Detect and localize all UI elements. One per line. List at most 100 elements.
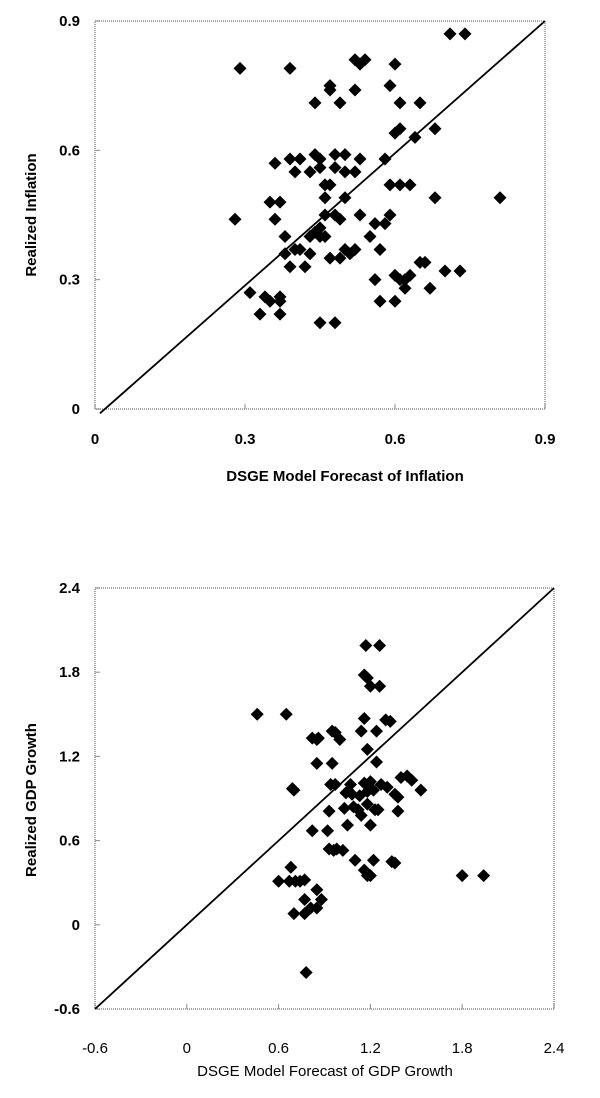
data-point-diamond [373, 242, 387, 256]
data-point-diamond [368, 273, 382, 287]
data-point-diamond [293, 242, 307, 256]
data-point-diamond [423, 281, 437, 295]
data-point-diamond [323, 79, 337, 93]
data-point-diamond [353, 152, 367, 166]
data-point-diamond [354, 808, 368, 822]
data-point-diamond [428, 191, 442, 205]
data-point-diamond [458, 27, 472, 41]
data-point-diamond [287, 907, 301, 921]
data-point-diamond [313, 221, 327, 235]
data-point-diamond [318, 208, 332, 222]
data-point-diamond [303, 165, 317, 179]
data-points [228, 27, 507, 330]
data-point-diamond [443, 27, 457, 41]
data-point-diamond [328, 161, 342, 175]
data-point-diamond [287, 783, 301, 797]
data-point-diamond [388, 126, 402, 140]
data-point-diamond [413, 96, 427, 110]
data-point-diamond [288, 165, 302, 179]
data-point-diamond [272, 874, 286, 888]
data-point-diamond [311, 731, 325, 745]
data-point-diamond [243, 286, 257, 300]
data-point-diamond [370, 755, 384, 769]
data-point-diamond [318, 230, 332, 244]
y-tick-label: 0.6 [59, 142, 80, 159]
data-point-diamond [358, 53, 372, 67]
data-point-diamond [293, 152, 307, 166]
data-point-diamond [363, 679, 377, 693]
data-point-diamond [393, 178, 407, 192]
data-point-diamond [363, 818, 377, 832]
data-point-diamond [303, 247, 317, 261]
x-tick-label: -0.6 [82, 1040, 108, 1057]
data-point-diamond [366, 783, 380, 797]
data-point-diamond [325, 756, 339, 770]
data-point-diamond [337, 801, 351, 815]
data-point-diamond [493, 191, 507, 205]
data-point-diamond [368, 217, 382, 231]
x-tick-label: 0 [91, 431, 99, 448]
x-tick-label: 0.3 [235, 431, 256, 448]
x-tick-label: 0 [183, 1040, 191, 1057]
data-point-diamond [313, 161, 327, 175]
data-point-diamond [414, 783, 428, 797]
data-point-diamond [383, 208, 397, 222]
data-point-diamond [310, 883, 324, 897]
x-axis: -0.6 0 0.6 1.2 1.8 2.4 [82, 1004, 564, 1057]
data-point-diamond [278, 247, 292, 261]
data-point-diamond [428, 122, 442, 136]
data-point-diamond [360, 797, 374, 811]
data-point-diamond [363, 230, 377, 244]
data-point-diamond [338, 191, 352, 205]
data-point-diamond [336, 843, 350, 857]
data-point-diamond [359, 639, 373, 653]
data-point-diamond [328, 777, 342, 791]
plot-frame [94, 20, 546, 410]
data-point-diamond [403, 178, 417, 192]
y-tick-label: 0 [72, 401, 80, 418]
data-point-diamond [268, 156, 282, 170]
data-point-diamond [333, 733, 347, 747]
data-point-diamond [366, 853, 380, 867]
data-point-diamond [250, 707, 264, 721]
data-point-diamond [298, 907, 312, 921]
x-tick-label: 0.6 [385, 431, 406, 448]
data-point-diamond [388, 856, 402, 870]
data-point-diamond [348, 853, 362, 867]
data-point-diamond [391, 790, 405, 804]
data-point-diamond [283, 61, 297, 75]
x-tick-label: 1.8 [452, 1040, 473, 1057]
x-axis-title: DSGE Model Forecast of GDP Growth [197, 1063, 453, 1080]
data-point-diamond [273, 294, 287, 308]
gdp-growth-scatter-chart: -0.6 0 0.6 1.2 1.8 2.4 -0.6 0 0.6 1.2 1.8 2.4 DSGE… [23, 580, 564, 1080]
data-point-diamond [299, 966, 313, 980]
y-tick-label: 0.9 [59, 13, 80, 30]
data-point-diamond [333, 212, 347, 226]
data-point-diamond [310, 756, 324, 770]
data-point-diamond [383, 714, 397, 728]
y-axis: -0.6 0 0.6 1.2 1.8 2.4 [54, 580, 100, 1018]
data-point-diamond [253, 307, 267, 321]
data-point-diamond [363, 869, 377, 883]
x-tick-label: 0.9 [535, 431, 556, 448]
data-point-diamond [328, 148, 342, 162]
y-tick-label: 0 [72, 917, 80, 934]
y-axis-title: Realized GDP Growth [23, 723, 40, 877]
data-point-diamond [298, 260, 312, 274]
data-point-diamond [477, 869, 491, 883]
data-point-diamond [308, 96, 322, 110]
data-point-diamond [278, 230, 292, 244]
data-point-diamond [380, 780, 394, 794]
data-point-diamond [348, 165, 362, 179]
data-point-diamond [383, 79, 397, 93]
data-point-diamond [313, 316, 327, 330]
data-point-diamond [273, 195, 287, 209]
data-point-diamond [298, 873, 312, 887]
y-axis: 0 0.3 0.6 0.9 [59, 13, 100, 418]
data-point-diamond [344, 777, 358, 791]
x-axis: 0 0.3 0.6 0.9 [91, 404, 556, 448]
data-point-diamond [360, 742, 374, 756]
data-point-diamond [453, 264, 467, 278]
data-point-diamond [398, 281, 412, 295]
